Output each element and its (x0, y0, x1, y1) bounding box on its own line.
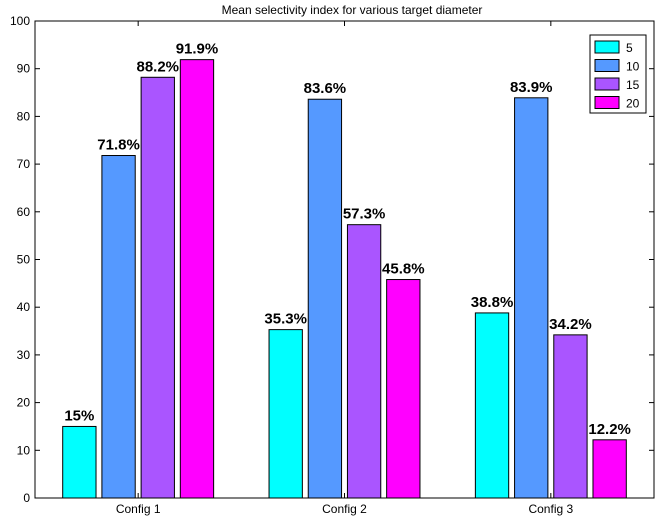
y-tick-label: 60 (17, 205, 31, 219)
y-tick-label: 30 (17, 348, 31, 362)
bar-15-1 (140, 76, 175, 499)
data-label: 38.8% (471, 294, 514, 311)
legend-label-5: 5 (626, 41, 633, 55)
data-label: 71.8% (97, 137, 140, 154)
bar-15-2 (346, 224, 382, 499)
bar-10-2 (307, 98, 343, 499)
x-tick-label: Config 1 (116, 502, 161, 516)
bar-20-1 (179, 59, 215, 499)
legend-swatch-20 (594, 96, 620, 109)
legend-swatch-10 (594, 59, 620, 72)
y-tick-label: 10 (17, 443, 31, 457)
legend-swatch-5 (594, 40, 620, 54)
x-tick-label: Config 3 (528, 502, 573, 516)
legend: 5 10 15 20 (589, 34, 647, 114)
legend-label-20: 20 (626, 97, 640, 111)
data-label: 34.2% (549, 316, 592, 333)
y-tick-label: 90 (17, 62, 31, 76)
bar-10-3 (514, 97, 549, 499)
data-label: 88.2% (136, 58, 179, 75)
bar-5-1 (62, 425, 97, 499)
data-label: 91.9% (176, 41, 219, 58)
data-label: 45.8% (382, 261, 425, 278)
x-tick-label: Config 2 (322, 502, 367, 516)
legend-swatch-15 (594, 77, 620, 91)
plot-area: 0 10 20 30 40 50 60 70 80 90 100 Config 1 15% 71.8% 88… (10, 14, 655, 516)
data-label: 83.9% (510, 79, 553, 96)
chart-title: Mean selectivity index for various targe… (222, 3, 483, 17)
data-label: 15% (64, 407, 94, 424)
bar-20-3 (592, 439, 627, 499)
bar-5-3 (474, 312, 510, 499)
legend-label-10: 10 (626, 60, 640, 74)
bar-15-3 (553, 334, 588, 499)
y-tick-label: 0 (23, 491, 30, 505)
y-tick-label: 50 (17, 253, 31, 267)
y-tick-label: 40 (17, 300, 31, 314)
data-label: 35.3% (264, 311, 307, 328)
y-tick-label: 20 (17, 396, 31, 410)
data-label: 83.6% (304, 80, 347, 97)
y-tick-label: 70 (17, 157, 31, 171)
bar-10-1 (101, 155, 136, 499)
bar-5-2 (268, 329, 303, 499)
legend-label-15: 15 (626, 78, 640, 92)
data-label: 12.2% (588, 421, 631, 438)
data-label: 57.3% (343, 206, 386, 223)
y-tick-label: 100 (10, 14, 30, 28)
y-tick-label: 80 (17, 109, 31, 123)
bar-20-2 (386, 279, 421, 499)
